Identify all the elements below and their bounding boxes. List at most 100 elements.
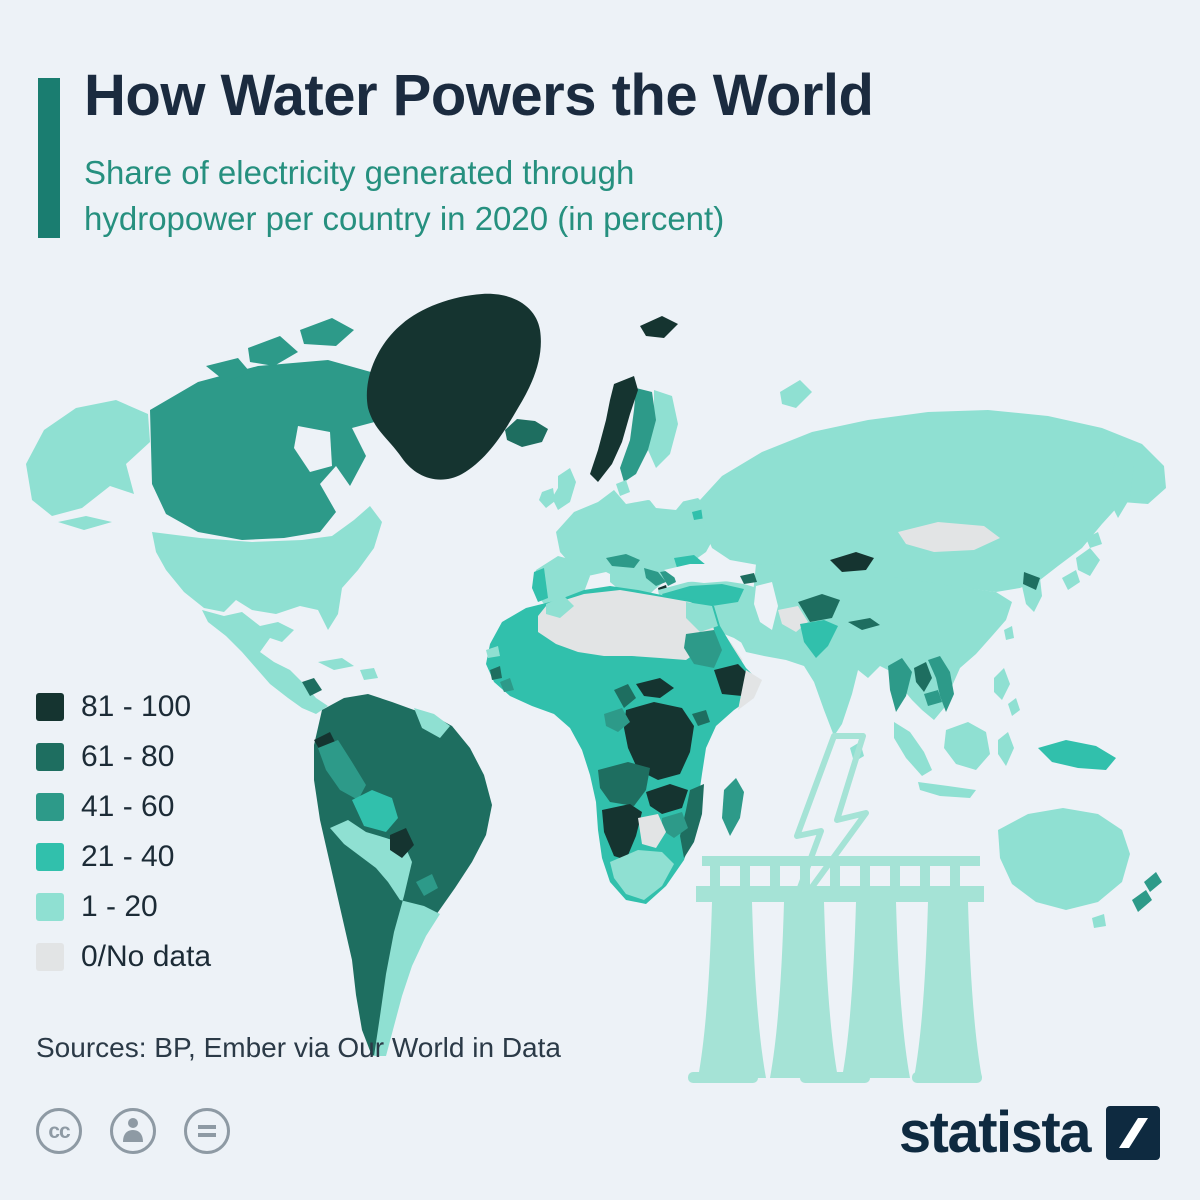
legend-swatch-61-80 bbox=[36, 742, 64, 771]
country-zimbabwe bbox=[662, 812, 688, 838]
country-iceland bbox=[505, 419, 548, 447]
island-philippines-north bbox=[994, 668, 1010, 700]
arctic-island-3 bbox=[206, 358, 250, 382]
continent-africa bbox=[486, 586, 762, 904]
country-ireland bbox=[539, 488, 555, 508]
country-mozambique bbox=[680, 784, 704, 858]
country-dr-congo bbox=[624, 702, 694, 780]
country-liberia bbox=[500, 678, 514, 692]
cc-icon: cc bbox=[36, 1108, 82, 1154]
country-sierra-leone bbox=[490, 666, 502, 680]
attribution-person-icon bbox=[110, 1108, 156, 1154]
country-tajikistan-kyrgyzstan bbox=[830, 552, 874, 572]
region-europe-mainland bbox=[556, 490, 716, 602]
page-title: How Water Powers the World bbox=[84, 63, 874, 128]
island-honshu bbox=[1076, 548, 1100, 576]
country-mexico-central-america bbox=[202, 610, 328, 714]
island-philippines-south bbox=[1008, 698, 1020, 716]
country-sudan bbox=[684, 630, 722, 668]
dam-bridge-deck bbox=[696, 886, 984, 902]
country-cuba bbox=[318, 658, 354, 670]
country-myanmar bbox=[888, 658, 912, 712]
island-tasmania bbox=[1092, 914, 1106, 928]
dam-bridge-rail bbox=[702, 856, 980, 866]
country-new-zealand-north bbox=[1144, 872, 1162, 892]
country-australia bbox=[998, 808, 1130, 910]
arctic-island-1 bbox=[300, 318, 354, 346]
country-somalia bbox=[738, 670, 762, 710]
country-croatia bbox=[644, 568, 666, 586]
island-sulawesi bbox=[998, 732, 1014, 766]
country-bolivia bbox=[352, 790, 398, 832]
country-finland bbox=[648, 390, 678, 468]
subtitle-line-2: hydropower per country in 2020 (in perce… bbox=[84, 200, 725, 238]
hydropower-dam-illustration bbox=[688, 733, 984, 1083]
country-georgia bbox=[740, 573, 757, 584]
dam-water-wave-3 bbox=[912, 1072, 982, 1083]
country-uk bbox=[552, 468, 576, 510]
legend-label-81-100: 81 - 100 bbox=[81, 689, 192, 723]
island-novaya-zemlya bbox=[780, 380, 812, 408]
dam-bridge-posts bbox=[710, 866, 960, 886]
country-zambia bbox=[646, 784, 688, 814]
country-vietnam bbox=[928, 656, 954, 712]
country-egypt bbox=[686, 602, 718, 632]
legend-item-1-20: 1 - 20 bbox=[36, 889, 211, 923]
country-uganda bbox=[692, 710, 710, 726]
statista-logo-mark bbox=[1106, 1106, 1160, 1160]
island-svalbard bbox=[640, 316, 678, 338]
island-hokkaido bbox=[1086, 532, 1102, 548]
arctic-island-2 bbox=[248, 336, 298, 366]
legend-swatch-21-40 bbox=[36, 842, 64, 871]
legend-item-21-40: 21 - 40 bbox=[36, 840, 211, 873]
country-central-african-republic bbox=[636, 678, 674, 698]
country-usa bbox=[152, 506, 382, 630]
country-senegal bbox=[486, 646, 500, 658]
dam-pillar-4 bbox=[914, 902, 982, 1078]
country-russia bbox=[700, 410, 1166, 592]
country-north-korea bbox=[1023, 572, 1040, 590]
country-sweden bbox=[620, 388, 656, 482]
country-guyanas bbox=[414, 708, 450, 738]
country-alaska bbox=[26, 400, 150, 516]
statista-logo-text: statista bbox=[898, 1100, 1092, 1165]
country-cambodia bbox=[924, 690, 942, 706]
country-costa-rica bbox=[302, 678, 322, 696]
island-java bbox=[918, 782, 976, 798]
country-norway bbox=[590, 376, 638, 482]
license-icons: cc bbox=[34, 1106, 232, 1156]
svg-text:cc: cc bbox=[48, 1120, 71, 1143]
page-subtitle: Share of electricity generated through h… bbox=[84, 150, 724, 242]
country-namibia bbox=[602, 804, 642, 860]
country-gabon-congo bbox=[604, 708, 630, 732]
caspian-sea bbox=[754, 582, 778, 630]
country-denmark bbox=[616, 480, 630, 496]
dam-pillar-3 bbox=[842, 902, 910, 1078]
continent-oceania bbox=[998, 808, 1162, 928]
legend-label-41-60: 41 - 60 bbox=[81, 789, 175, 823]
country-nepal bbox=[848, 618, 880, 630]
map-legend: 81 - 100 61 - 80 41 - 60 21 - 40 1 - 20 … bbox=[36, 689, 212, 992]
legend-item-61-80: 61 - 80 bbox=[36, 740, 211, 773]
country-morocco bbox=[546, 596, 574, 618]
island-taiwan bbox=[1004, 626, 1014, 640]
equals-icon bbox=[184, 1108, 230, 1154]
island-borneo bbox=[944, 722, 990, 770]
continent-south-america bbox=[314, 694, 492, 1056]
dam-water-wave-1 bbox=[688, 1072, 758, 1083]
country-angola bbox=[598, 762, 650, 806]
country-new-zealand-south bbox=[1132, 890, 1152, 912]
sources-text: Sources: BP, Ember via Our World in Data bbox=[36, 1032, 561, 1063]
subtitle-line-1: Share of electricity generated through bbox=[84, 154, 635, 191]
country-laos bbox=[914, 662, 932, 692]
country-pakistan bbox=[800, 620, 838, 658]
dam-pillar-2 bbox=[770, 902, 838, 1078]
island-sumatra bbox=[894, 722, 932, 776]
legend-label-no-data: 0/No data bbox=[81, 939, 212, 973]
legend-label-1-20: 1 - 20 bbox=[81, 889, 158, 923]
continent-north-america bbox=[26, 293, 548, 714]
country-paraguay bbox=[390, 828, 414, 858]
lightning-bolt-icon bbox=[785, 733, 869, 923]
hudson-bay bbox=[294, 426, 332, 472]
